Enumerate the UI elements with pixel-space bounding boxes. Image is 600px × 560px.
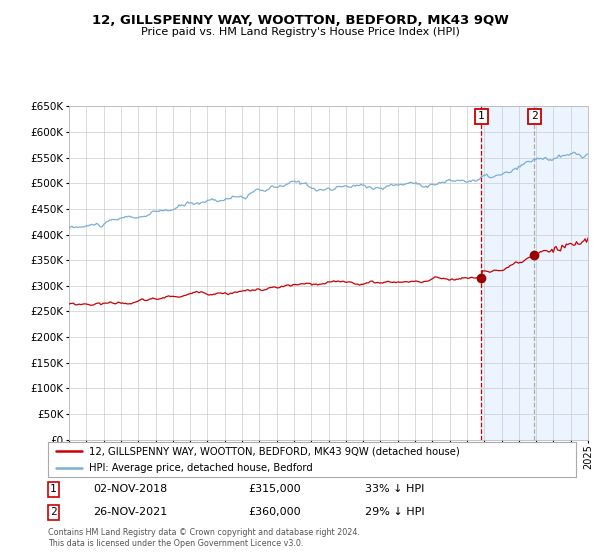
Text: 2: 2 [50, 507, 56, 517]
Text: 29% ↓ HPI: 29% ↓ HPI [365, 507, 424, 517]
Text: HPI: Average price, detached house, Bedford: HPI: Average price, detached house, Bedf… [89, 464, 313, 473]
Text: Price paid vs. HM Land Registry's House Price Index (HPI): Price paid vs. HM Land Registry's House … [140, 27, 460, 37]
Text: 26-NOV-2021: 26-NOV-2021 [93, 507, 167, 517]
Text: £360,000: £360,000 [248, 507, 301, 517]
Text: 12, GILLSPENNY WAY, WOOTTON, BEDFORD, MK43 9QW: 12, GILLSPENNY WAY, WOOTTON, BEDFORD, MK… [92, 14, 508, 27]
Text: £315,000: £315,000 [248, 484, 301, 494]
Text: 02-NOV-2018: 02-NOV-2018 [93, 484, 167, 494]
Text: 1: 1 [478, 111, 485, 122]
Text: 2: 2 [531, 111, 538, 122]
Text: Contains HM Land Registry data © Crown copyright and database right 2024.
This d: Contains HM Land Registry data © Crown c… [48, 528, 360, 548]
Text: 12, GILLSPENNY WAY, WOOTTON, BEDFORD, MK43 9QW (detached house): 12, GILLSPENNY WAY, WOOTTON, BEDFORD, MK… [89, 446, 460, 456]
Bar [481, 106, 588, 440]
Text: 33% ↓ HPI: 33% ↓ HPI [365, 484, 424, 494]
Text: 1: 1 [50, 484, 56, 494]
